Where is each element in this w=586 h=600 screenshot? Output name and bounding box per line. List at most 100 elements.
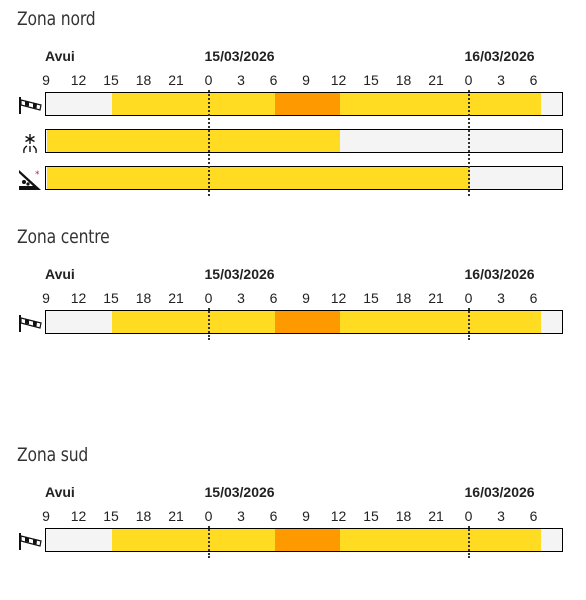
- hour-tick-label: 18: [135, 290, 152, 306]
- day-separator-line: [207, 526, 210, 558]
- wind-icon: [18, 531, 42, 551]
- warning-segment-orange[interactable]: [274, 93, 340, 115]
- day-label: 15/03/2026: [204, 266, 275, 282]
- warning-bar: [45, 129, 563, 153]
- warning-segment-yellow[interactable]: [112, 529, 275, 551]
- day-label: 16/03/2026: [464, 484, 535, 500]
- hour-tick-label: 0: [204, 290, 213, 306]
- hour-tick-label: 21: [428, 72, 444, 88]
- zone-title: Zona nord: [17, 8, 96, 30]
- hour-tick-label: 9: [42, 290, 50, 306]
- hour-tick-label: 12: [70, 290, 87, 306]
- hour-tick-label: 12: [70, 72, 87, 88]
- hour-tick-label: 21: [168, 508, 184, 524]
- warning-segment-yellow[interactable]: [339, 529, 541, 551]
- hour-tick-label: 6: [529, 72, 538, 88]
- hour-tick-label: 21: [428, 290, 444, 306]
- hour-tick-label: 15: [363, 290, 379, 306]
- hour-tick-label: 3: [497, 508, 505, 524]
- hour-tick-label: 9: [42, 508, 50, 524]
- hour-tick-label: 9: [302, 508, 310, 524]
- day-label: 15/03/2026: [204, 48, 275, 64]
- day-separator-line: [467, 308, 470, 340]
- hour-tick-label: 0: [464, 290, 473, 306]
- hour-tick-label: 0: [204, 508, 213, 524]
- hour-tick-label: 15: [103, 290, 119, 306]
- hour-tick-label: 3: [237, 72, 245, 88]
- warning-bar: [45, 166, 563, 190]
- hour-tick-label: 15: [363, 72, 379, 88]
- day-label: 16/03/2026: [464, 48, 535, 64]
- hour-tick-label: 18: [135, 508, 152, 524]
- warning-segment-none[interactable]: [47, 529, 112, 551]
- hour-tick-label: 21: [428, 508, 444, 524]
- hour-tick-label: 0: [204, 72, 213, 88]
- hour-tick-label: 12: [330, 290, 347, 306]
- day-separator-line: [467, 90, 470, 196]
- hour-tick-label: 3: [497, 290, 505, 306]
- hour-tick-label: 0: [464, 508, 473, 524]
- warning-segment-none[interactable]: [339, 130, 562, 152]
- hour-tick-label: 12: [330, 508, 347, 524]
- day-separator-line: [467, 526, 470, 558]
- warning-segment-orange[interactable]: [274, 311, 340, 333]
- warning-segment-none[interactable]: [47, 311, 112, 333]
- warning-segment-orange[interactable]: [274, 529, 340, 551]
- hour-tick-label: 18: [395, 72, 412, 88]
- warning-segment-none[interactable]: [47, 93, 112, 115]
- warning-row: *: [0, 166, 586, 192]
- wind-icon: [18, 95, 42, 115]
- day-separator-line: [207, 308, 210, 340]
- hour-tick-label: 6: [269, 290, 278, 306]
- hour-tick-label: 3: [497, 72, 505, 88]
- day-separator-line: [207, 90, 210, 196]
- wind-icon: [18, 313, 42, 333]
- warning-row: [0, 310, 586, 336]
- hour-tick-label: 0: [464, 72, 473, 88]
- hour-tick-label: 15: [363, 508, 379, 524]
- hour-tick-label: 3: [237, 508, 245, 524]
- hour-tick-label: 3: [237, 290, 245, 306]
- hour-tick-label: 15: [103, 508, 119, 524]
- hour-tick-label: 15: [103, 72, 119, 88]
- svg-text:*: *: [35, 170, 40, 180]
- hour-tick-label: 6: [529, 290, 538, 306]
- warning-bar: [45, 92, 563, 116]
- warning-segment-none[interactable]: [541, 529, 562, 551]
- zone-title: Zona sud: [17, 444, 89, 466]
- warning-segment-yellow[interactable]: [112, 311, 275, 333]
- warning-bar: [45, 310, 563, 334]
- warning-segment-none[interactable]: [541, 311, 562, 333]
- warning-segment-yellow[interactable]: [47, 167, 470, 189]
- hour-tick-label: 6: [269, 508, 278, 524]
- hour-tick-label: 6: [529, 508, 538, 524]
- hour-tick-label: 21: [168, 72, 184, 88]
- hour-tick-label: 12: [330, 72, 347, 88]
- day-label: 16/03/2026: [464, 266, 535, 282]
- warning-segment-yellow[interactable]: [112, 93, 275, 115]
- zone-title: Zona centre: [17, 226, 110, 248]
- warning-segment-yellow[interactable]: [47, 130, 340, 152]
- start-label: Avui: [45, 266, 75, 282]
- hour-tick-label: 18: [395, 290, 412, 306]
- snow-icon: [18, 132, 42, 154]
- hour-tick-label: 9: [42, 72, 50, 88]
- warning-segment-none[interactable]: [469, 167, 562, 189]
- warning-segment-yellow[interactable]: [339, 311, 541, 333]
- hour-tick-label: 6: [269, 72, 278, 88]
- warning-row: [0, 528, 586, 554]
- start-label: Avui: [45, 484, 75, 500]
- hour-tick-label: 18: [395, 508, 412, 524]
- warning-bar: [45, 528, 563, 552]
- hour-tick-label: 9: [302, 290, 310, 306]
- hour-tick-label: 12: [70, 508, 87, 524]
- hour-tick-label: 21: [168, 290, 184, 306]
- warning-segment-none[interactable]: [541, 93, 562, 115]
- warning-row: [0, 129, 586, 155]
- avalanche-icon: *: [18, 169, 42, 190]
- hour-tick-label: 18: [135, 72, 152, 88]
- hour-tick-label: 9: [302, 72, 310, 88]
- warning-segment-yellow[interactable]: [339, 93, 541, 115]
- warning-row: [0, 92, 586, 118]
- day-label: 15/03/2026: [204, 484, 275, 500]
